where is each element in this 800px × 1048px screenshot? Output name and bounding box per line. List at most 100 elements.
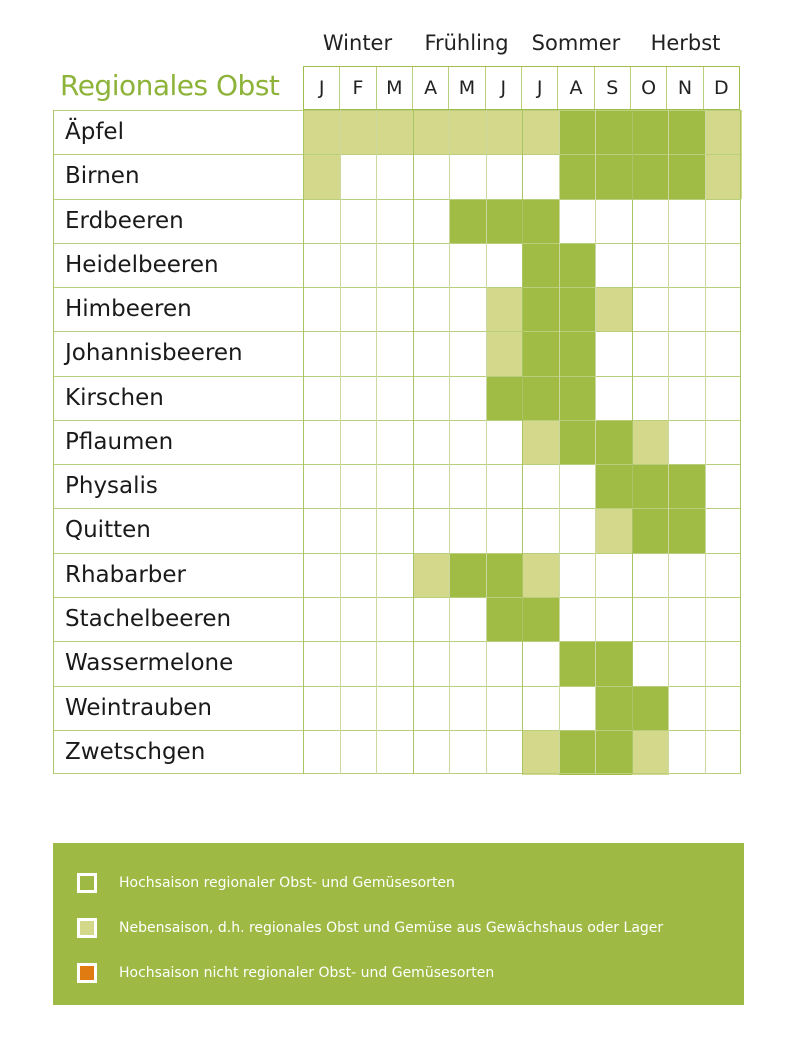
season-cell — [595, 464, 633, 510]
season-cell — [704, 154, 742, 200]
grid-col-line — [740, 110, 741, 774]
grid-row-line — [53, 110, 741, 111]
legend-swatch — [77, 873, 97, 893]
grid-col-line — [53, 110, 54, 774]
season-cell — [485, 331, 523, 377]
season-cell — [558, 287, 596, 332]
legend-label: Hochsaison nicht regionaler Obst- und Ge… — [119, 965, 495, 981]
month-label: D — [713, 77, 729, 99]
fruit-label: Heidelbeeren — [65, 251, 219, 278]
season-cell — [558, 419, 596, 465]
season-cell — [668, 110, 706, 155]
grid-row-line — [53, 729, 741, 731]
fruit-label: Pflaumen — [65, 428, 174, 455]
season-cell — [595, 641, 633, 687]
season-cell — [631, 508, 669, 554]
season-cell — [522, 331, 560, 377]
season-cell — [631, 464, 669, 510]
grid-col-line — [668, 110, 669, 774]
legend-item: Nebensaison, d.h. regionales Obst und Ge… — [77, 914, 663, 942]
season-fruehling: Frühling — [424, 31, 509, 55]
season-cell — [595, 508, 633, 554]
legend-swatch — [77, 918, 97, 938]
season-winter: Winter — [322, 31, 393, 55]
season-cell — [558, 110, 596, 155]
legend-label: Nebensaison, d.h. regionales Obst und Ge… — [119, 920, 664, 936]
grid-col-line — [485, 110, 487, 774]
season-cell — [595, 419, 633, 465]
season-cell — [595, 685, 633, 731]
grid-col-line — [449, 110, 450, 774]
season-cell — [631, 729, 669, 775]
grid-row-line — [53, 508, 741, 510]
season-cell — [522, 242, 560, 288]
fruit-label: Äpfel — [65, 119, 124, 145]
grid-col-line — [595, 110, 596, 774]
grid-row-line — [53, 242, 741, 244]
grid-row-line — [53, 198, 741, 200]
season-cell — [412, 110, 450, 155]
grid-row-line — [53, 331, 741, 333]
season-cell — [339, 110, 377, 155]
season-cell — [595, 729, 633, 775]
season-grid: Äpfel Birnen Erdbeeren Heidelbeeren Himbeere… — [53, 110, 742, 775]
season-cell — [522, 110, 560, 155]
season-cell — [558, 242, 596, 288]
season-cell — [522, 419, 560, 465]
fruit-label: Zwetschgen — [65, 738, 206, 765]
grid-row-line — [53, 154, 741, 156]
grid-col-line — [558, 110, 560, 774]
season-cell — [522, 596, 560, 642]
season-cell — [595, 110, 633, 155]
grid-row-line — [53, 375, 741, 377]
legend-item: Hochsaison regionaler Obst- und Gemüseso… — [77, 869, 455, 897]
season-cell — [595, 154, 633, 200]
season-cell — [522, 198, 560, 244]
grid-row-line — [53, 287, 741, 289]
season-cell — [558, 331, 596, 377]
season-cell — [631, 154, 669, 200]
season-cell — [449, 110, 487, 155]
season-cell — [303, 154, 341, 200]
season-cell — [558, 729, 596, 775]
season-cell — [485, 375, 523, 421]
season-cell — [376, 110, 414, 155]
fruit-label: Kirschen — [65, 384, 164, 411]
grid-row-line — [53, 641, 741, 643]
month-label: S — [595, 67, 631, 109]
season-cell — [485, 596, 523, 642]
season-cell — [485, 110, 523, 155]
legend: Hochsaison regionaler Obst- und Gemüseso… — [53, 843, 744, 1005]
season-cell — [522, 729, 560, 775]
grid-row-line — [53, 773, 741, 774]
season-cell — [558, 154, 596, 200]
season-cell — [522, 287, 560, 332]
fruit-label: Johannisbeeren — [65, 340, 243, 367]
grid-col-line — [339, 110, 341, 774]
season-cell — [522, 375, 560, 421]
month-label: M — [449, 67, 486, 109]
season-cell — [485, 552, 523, 598]
fruit-label: Rhabarber — [65, 561, 187, 588]
grid-col-line — [303, 110, 304, 774]
grid-col-line — [631, 110, 633, 774]
fruit-label: Stachelbeeren — [65, 605, 232, 632]
season-cell — [668, 154, 706, 200]
grid-row-line — [53, 419, 741, 421]
season-cell — [522, 552, 560, 598]
grid-col-line — [412, 110, 414, 774]
grid-col-line — [522, 110, 523, 774]
season-cell — [449, 198, 487, 244]
month-label: J — [304, 67, 341, 109]
season-cell — [485, 198, 523, 244]
legend-swatch — [77, 963, 97, 983]
month-label: N — [667, 67, 704, 109]
season-cell — [558, 375, 596, 421]
fruit-label: Wassermelone — [65, 650, 234, 677]
season-cell — [631, 419, 669, 465]
season-sommer: Sommer — [531, 31, 621, 55]
legend-label: Hochsaison regionaler Obst- und Gemüseso… — [119, 875, 455, 891]
month-label: A — [413, 67, 450, 109]
grid-row-line — [53, 552, 741, 554]
